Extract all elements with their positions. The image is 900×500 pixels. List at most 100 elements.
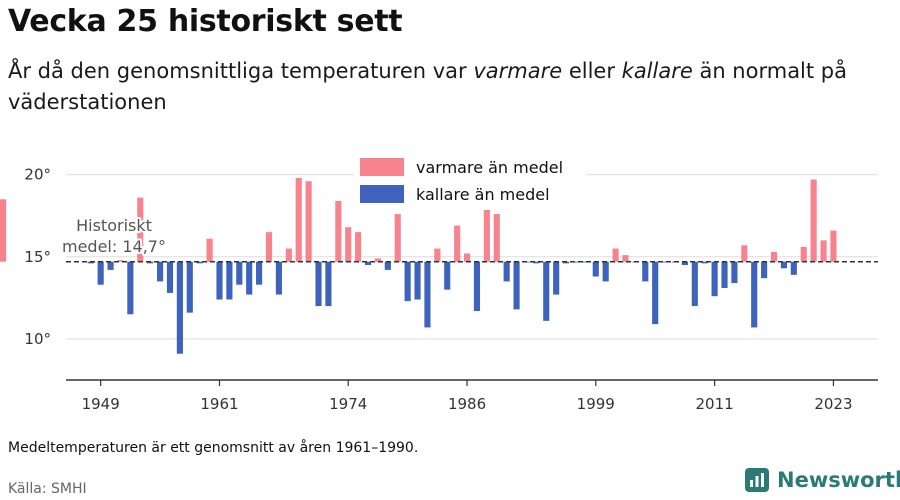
bar-colder bbox=[424, 261, 431, 328]
bar-colder bbox=[256, 261, 263, 285]
x-tick-label: 1974 bbox=[329, 395, 367, 413]
bar-colder bbox=[384, 261, 391, 270]
bar-warmer bbox=[137, 197, 144, 262]
legend-label: varmare än medel bbox=[416, 158, 563, 177]
bar-warmer bbox=[820, 240, 827, 262]
bar-colder bbox=[473, 261, 481, 311]
bar-colder bbox=[681, 261, 688, 265]
bar-colder bbox=[147, 261, 154, 264]
bar-warmer bbox=[374, 258, 381, 262]
bar-colder bbox=[513, 261, 520, 310]
bar-warmer bbox=[493, 214, 500, 262]
legend-label: kallare än medel bbox=[416, 185, 550, 204]
bar-colder bbox=[711, 261, 718, 297]
bar-colder bbox=[236, 261, 243, 285]
bar-colder bbox=[652, 261, 659, 325]
bar-colder bbox=[325, 261, 332, 307]
subtitle-part-1: År då den genomsnittliga temperaturen va… bbox=[8, 59, 474, 83]
y-tick-label: 15° bbox=[24, 248, 51, 266]
bar-warmer bbox=[305, 181, 312, 262]
bar-colder bbox=[157, 261, 164, 282]
x-tick-label: 2023 bbox=[814, 395, 852, 413]
bar-warmer bbox=[810, 179, 817, 262]
bar-warmer bbox=[265, 232, 273, 262]
bar-colder bbox=[364, 261, 372, 265]
footnote: Medeltemperaturen är ett genomsnitt av å… bbox=[8, 440, 419, 456]
x-tick-label: 2011 bbox=[696, 395, 734, 413]
bar-colder bbox=[503, 261, 510, 282]
baseline-label-line: medel: 14,7° bbox=[62, 237, 166, 256]
bar-warmer bbox=[117, 260, 124, 262]
bar-colder bbox=[572, 261, 580, 263]
bar-colder bbox=[176, 261, 183, 354]
bar-colder bbox=[721, 261, 728, 288]
bar-colder bbox=[731, 261, 738, 284]
bar-colder bbox=[790, 261, 797, 275]
y-tick-label: 10° bbox=[24, 330, 51, 348]
subtitle-part-2: eller bbox=[562, 59, 622, 83]
subtitle-part-3: än normalt på väderstationen bbox=[8, 59, 847, 114]
bar-warmer bbox=[345, 227, 352, 262]
x-tick-label: 1986 bbox=[448, 395, 486, 413]
bar-colder bbox=[642, 261, 649, 282]
bar-warmer bbox=[285, 248, 292, 262]
bar-colder bbox=[414, 261, 421, 300]
bar-colder bbox=[691, 261, 698, 307]
chart-title: Vecka 25 historiskt sett bbox=[8, 4, 403, 39]
bar-warmer bbox=[483, 192, 490, 262]
x-tick-label: 1961 bbox=[200, 395, 238, 413]
source-credit: Källa: SMHI bbox=[8, 481, 87, 497]
bar-colder bbox=[602, 261, 609, 282]
bar-warmer bbox=[454, 225, 461, 262]
bar-colder bbox=[87, 261, 94, 264]
bar-warmer bbox=[830, 230, 837, 262]
bar-colder bbox=[275, 261, 282, 295]
x-tick-label: 1999 bbox=[577, 395, 615, 413]
legend-swatch bbox=[360, 158, 404, 176]
bar-colder bbox=[533, 261, 540, 264]
bar-warmer bbox=[622, 255, 629, 262]
bar-colder bbox=[246, 261, 253, 295]
bar-warmer bbox=[295, 177, 302, 262]
bar-warmer bbox=[355, 232, 362, 262]
bar-colder bbox=[196, 261, 203, 264]
newsworthy-brand: Newsworthy bbox=[745, 468, 900, 492]
bar-warmer bbox=[612, 248, 619, 262]
bar-colder bbox=[662, 261, 669, 263]
baseline-label-line: Historiskt bbox=[76, 216, 152, 235]
chart-subtitle: År då den genomsnittliga temperaturen va… bbox=[8, 56, 868, 118]
temperature-bar-chart: 10° 15° 20° Historiskt medel: 14,7° 1949 1961 1… bbox=[0, 158, 878, 413]
subtitle-cold-word: kallare bbox=[621, 59, 693, 83]
bar-colder bbox=[166, 261, 174, 293]
bar-warmer bbox=[394, 214, 401, 262]
bar-warmer bbox=[434, 248, 441, 262]
bar-colder bbox=[761, 261, 768, 279]
subtitle-warm-word: varmare bbox=[473, 59, 563, 83]
bar-warmer bbox=[800, 246, 807, 262]
x-tick-label: 1949 bbox=[82, 395, 120, 413]
bar-warmer bbox=[335, 200, 342, 262]
bar-warmer bbox=[741, 245, 748, 262]
bar-warmer bbox=[770, 251, 778, 262]
bar-colder bbox=[751, 261, 758, 328]
bar-chart-logo-icon bbox=[745, 468, 769, 492]
brand-name: Newsworthy bbox=[777, 468, 900, 492]
bar-colder bbox=[404, 261, 411, 302]
bar-colder bbox=[592, 261, 599, 277]
bar-colder bbox=[97, 261, 104, 285]
bar-colder bbox=[315, 261, 322, 307]
bar-colder bbox=[444, 261, 451, 290]
bar-colder bbox=[582, 261, 589, 263]
bar-colder bbox=[701, 261, 708, 264]
bar-colder bbox=[543, 261, 550, 321]
bar-colder bbox=[107, 261, 114, 270]
bar-colder bbox=[780, 261, 787, 269]
bar-warmer bbox=[206, 238, 213, 262]
y-tick-label: 20° bbox=[24, 166, 51, 184]
bar-colder bbox=[563, 261, 570, 264]
bar-colder bbox=[127, 261, 134, 315]
bar-colder bbox=[186, 261, 193, 313]
bar-warmer bbox=[463, 253, 471, 262]
bar-colder bbox=[216, 261, 223, 300]
bar-warmer bbox=[0, 199, 7, 262]
